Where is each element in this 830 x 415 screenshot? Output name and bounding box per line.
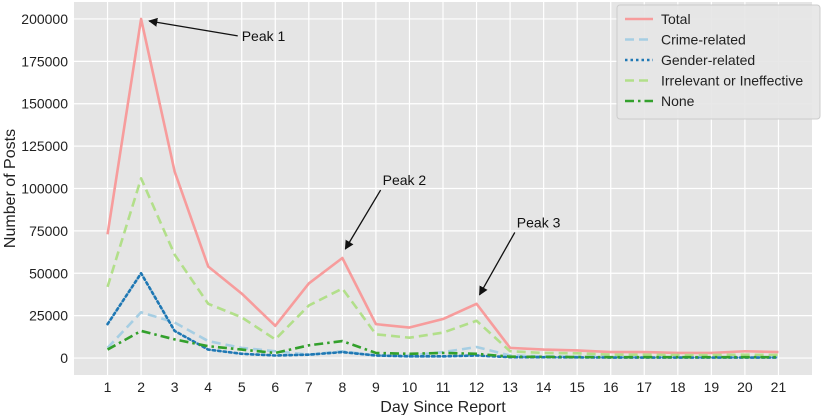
y-tick-label: 25000 xyxy=(29,308,68,324)
y-tick-label: 175000 xyxy=(21,53,68,69)
y-tick-label: 200000 xyxy=(21,11,68,27)
y-tick-label: 150000 xyxy=(21,96,68,112)
y-tick-label: 100000 xyxy=(21,181,68,197)
x-tick-label: 1 xyxy=(104,379,112,395)
legend-entry-label: Irrelevant or Ineffective xyxy=(661,73,803,89)
x-tick-label: 11 xyxy=(436,379,451,395)
x-tick-label: 20 xyxy=(737,379,753,395)
y-axis-label: Number of Posts xyxy=(2,129,19,248)
x-tick-label: 17 xyxy=(636,379,652,395)
y-axis-ticks: 0 25000 50000 75000 100000 125000 150000 175000… xyxy=(21,11,68,366)
annotation-arrow xyxy=(148,17,238,37)
x-tick-label: 13 xyxy=(502,379,518,395)
x-tick-label: 4 xyxy=(204,379,212,395)
x-tick-label: 8 xyxy=(338,379,346,395)
x-tick-label: 12 xyxy=(469,379,485,395)
x-axis-ticks: 1 2 3 4 5 6 7 8 9 10 11 12 13 14 15 16 17 18 19 20 21 xyxy=(104,379,787,395)
y-tick-label: 75000 xyxy=(29,223,68,239)
x-tick-label: 5 xyxy=(238,379,246,395)
series-line-total xyxy=(106,17,779,355)
x-tick-label: 9 xyxy=(372,379,380,395)
y-tick-label: 125000 xyxy=(21,138,68,154)
x-tick-label: 21 xyxy=(771,379,787,395)
legend-entry-label: None xyxy=(661,93,695,109)
series-layer xyxy=(106,17,780,359)
x-axis-label: Day Since Report xyxy=(380,399,506,415)
annotation-arrow xyxy=(478,232,516,296)
x-tick-label: 18 xyxy=(670,379,686,395)
x-tick-label: 14 xyxy=(536,379,552,395)
y-tick-label: 50000 xyxy=(29,265,68,281)
x-tick-label: 10 xyxy=(402,379,418,395)
x-tick-label: 16 xyxy=(603,379,619,395)
legend: Total Crime-related Gender-related Irreleva… xyxy=(616,4,821,120)
annotation-label: Peak 1 xyxy=(242,28,286,44)
annotations: Peak 1 Peak 2 Peak 3 xyxy=(148,17,561,296)
annotation-arrow xyxy=(344,189,382,250)
y-tick-label: 0 xyxy=(60,350,68,366)
x-tick-label: 3 xyxy=(171,379,179,395)
legend-entry-label: Crime-related xyxy=(661,32,746,48)
legend-entry-label: Total xyxy=(661,11,691,27)
x-tick-label: 19 xyxy=(704,379,720,395)
x-tick-label: 15 xyxy=(569,379,585,395)
x-tick-label: 7 xyxy=(305,379,313,395)
x-tick-label: 6 xyxy=(271,379,279,395)
x-tick-label: 2 xyxy=(137,379,145,395)
legend-entry-label: Gender-related xyxy=(661,52,755,68)
series-line-irrelevant-or-ineffective xyxy=(106,177,779,357)
annotation-label: Peak 3 xyxy=(517,214,561,230)
series-line-none xyxy=(106,329,779,359)
legend-box xyxy=(616,4,821,120)
annotation-label: Peak 2 xyxy=(383,172,427,188)
